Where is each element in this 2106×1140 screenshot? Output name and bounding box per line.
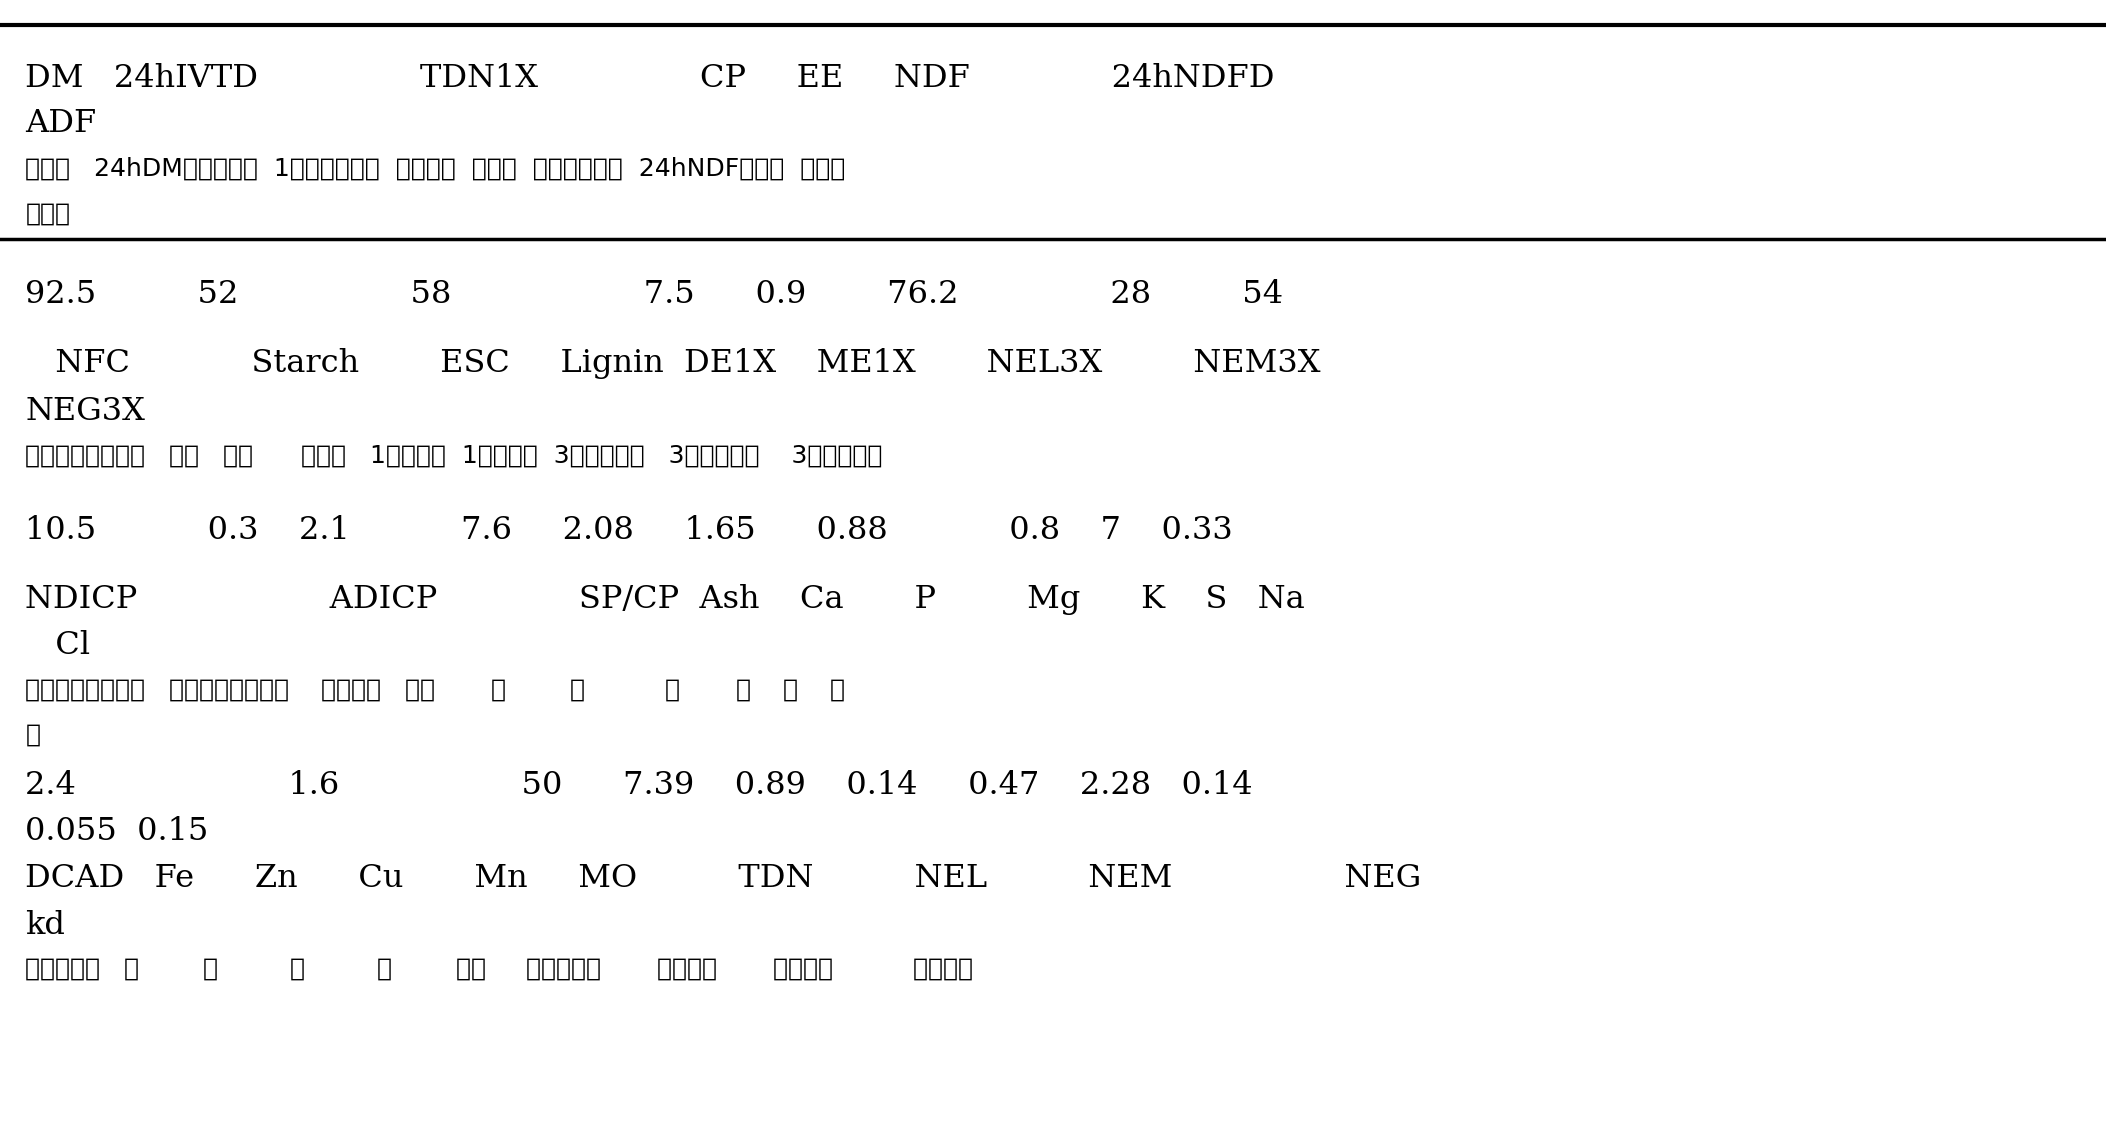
Text: 非纤维碳水化合物   淠粉   单糖      木质素   1倍消化能  1倍代谢能  3倍泌乳净能   3倍维持净能    3倍增重净能: 非纤维碳水化合物 淠粉 单糖 木质素 1倍消化能 1倍代谢能 3倍泌乳净能 3倍… — [25, 443, 882, 467]
Text: Cl: Cl — [25, 630, 91, 661]
Text: 0.055  0.15: 0.055 0.15 — [25, 816, 208, 847]
Text: NEG3X: NEG3X — [25, 396, 145, 426]
Text: DM   24hIVTD                TDN1X                CP     EE     NDF              : DM 24hIVTD TDN1X CP EE NDF — [25, 63, 1274, 93]
Text: 氯: 氯 — [25, 723, 40, 747]
Text: NDICP                   ADICP              SP/CP  Ash    Ca       P         Mg  : NDICP ADICP SP/CP Ash Ca P Mg — [25, 584, 1306, 614]
Text: 92.5          52                 58                   7.5      0.9        76.2  : 92.5 52 58 7.5 0.9 76.2 — [25, 279, 1283, 310]
Text: 阳阴离子差   铁        锥         铜         锤        馒鈢     总消化养分       泌乳净能       维持净能: 阳阴离子差 铁 锥 铜 锤 馒鈢 总消化养分 泌乳净能 维持净能 — [25, 956, 973, 980]
Text: 中性洗涤不溶蛋白   酸性洗涤不溶蛋白    溶解蛋白   灰分       馒        磷          镁       钒    硫    钓: 中性洗涤不溶蛋白 酸性洗涤不溶蛋白 溶解蛋白 灰分 馒 磷 镁 钒 硫 钓 — [25, 677, 845, 701]
Text: DCAD   Fe      Zn      Cu       Mn     MO          TDN          NEL          NEM: DCAD Fe Zn Cu Mn MO TDN NEL NEM — [25, 863, 1422, 894]
Text: kd: kd — [25, 910, 65, 940]
Text: 10.5           0.3    2.1           7.6     2.08     1.65      0.88            0: 10.5 0.3 2.1 7.6 2.08 1.65 0.88 0 — [25, 515, 1232, 546]
Text: NFC            Starch        ESC     Lignin  DE1X    ME1X       NEL3X         NE: NFC Starch ESC Lignin DE1X ME1X NEL3X NE — [25, 348, 1320, 378]
Text: 2.4                     1.6                  50      7.39    0.89    0.14     0.: 2.4 1.6 50 7.39 0.89 0.14 0. — [25, 770, 1253, 800]
Text: 干物质   24hDM体外消化率  1倍总消化养分  粗蛋白质  粗脂肥  中性洗涤纤维  24hNDF消化率  酸性洗: 干物质 24hDM体外消化率 1倍总消化养分 粗蛋白质 粗脂肥 中性洗涤纤维 2… — [25, 156, 845, 180]
Text: 涤纤维: 涤纤维 — [25, 202, 69, 226]
Text: ADF: ADF — [25, 108, 97, 139]
